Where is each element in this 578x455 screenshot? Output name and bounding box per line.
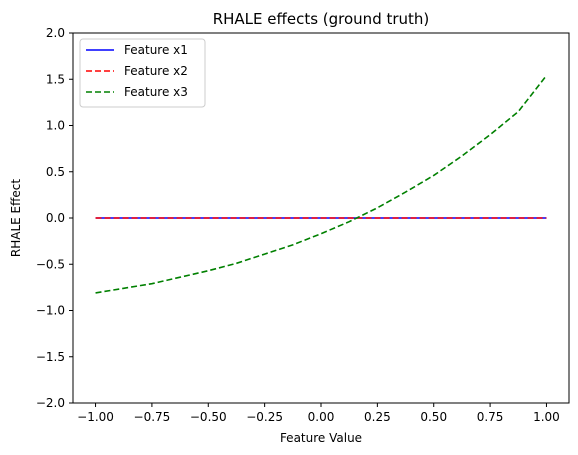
y-tick-label: 1.5 — [46, 72, 65, 86]
x-tick-label: −1.00 — [77, 410, 114, 424]
x-tick-label: −0.50 — [190, 410, 227, 424]
x-tick-label: 0.75 — [477, 410, 504, 424]
y-axis-label: RHALE Effect — [9, 179, 23, 257]
legend-label: Feature x1 — [124, 43, 188, 57]
x-axis-label: Feature Value — [280, 431, 362, 445]
y-tick-label: −1.5 — [36, 350, 65, 364]
legend: Feature x1 Feature x2 Feature x3 — [79, 38, 206, 108]
x-tick-label: 1.00 — [533, 410, 560, 424]
y-tick-label: −2.0 — [36, 396, 65, 410]
y-tick-label: 2.0 — [46, 26, 65, 40]
y-tick-label: 1.0 — [46, 119, 65, 133]
legend-label: Feature x2 — [124, 64, 188, 78]
y-axis-ticks: −2.0 −1.5 −1.0 −0.5 0.0 0.5 1.0 1.5 2.0 — [36, 26, 73, 410]
series-line-feature-x3 — [95, 75, 548, 294]
x-tick-label: 0.00 — [308, 410, 335, 424]
x-tick-label: −0.75 — [134, 410, 171, 424]
series-layer — [95, 75, 548, 294]
x-tick-label: 0.50 — [420, 410, 447, 424]
x-tick-label: −0.25 — [246, 410, 283, 424]
legend-items: Feature x1 Feature x2 Feature x3 — [86, 43, 188, 99]
y-tick-label: 0.5 — [46, 165, 65, 179]
y-tick-label: −0.5 — [36, 257, 65, 271]
legend-label: Feature x3 — [124, 85, 188, 99]
chart-title: RHALE effects (ground truth) — [213, 10, 430, 28]
x-axis-ticks: −1.00 −0.75 −0.50 −0.25 0.00 0.25 0.50 0.75 1.00 — [77, 403, 560, 424]
x-tick-label: 0.25 — [364, 410, 391, 424]
y-tick-label: −1.0 — [36, 304, 65, 318]
y-tick-label: 0.0 — [46, 211, 65, 225]
legend-box — [79, 38, 206, 108]
